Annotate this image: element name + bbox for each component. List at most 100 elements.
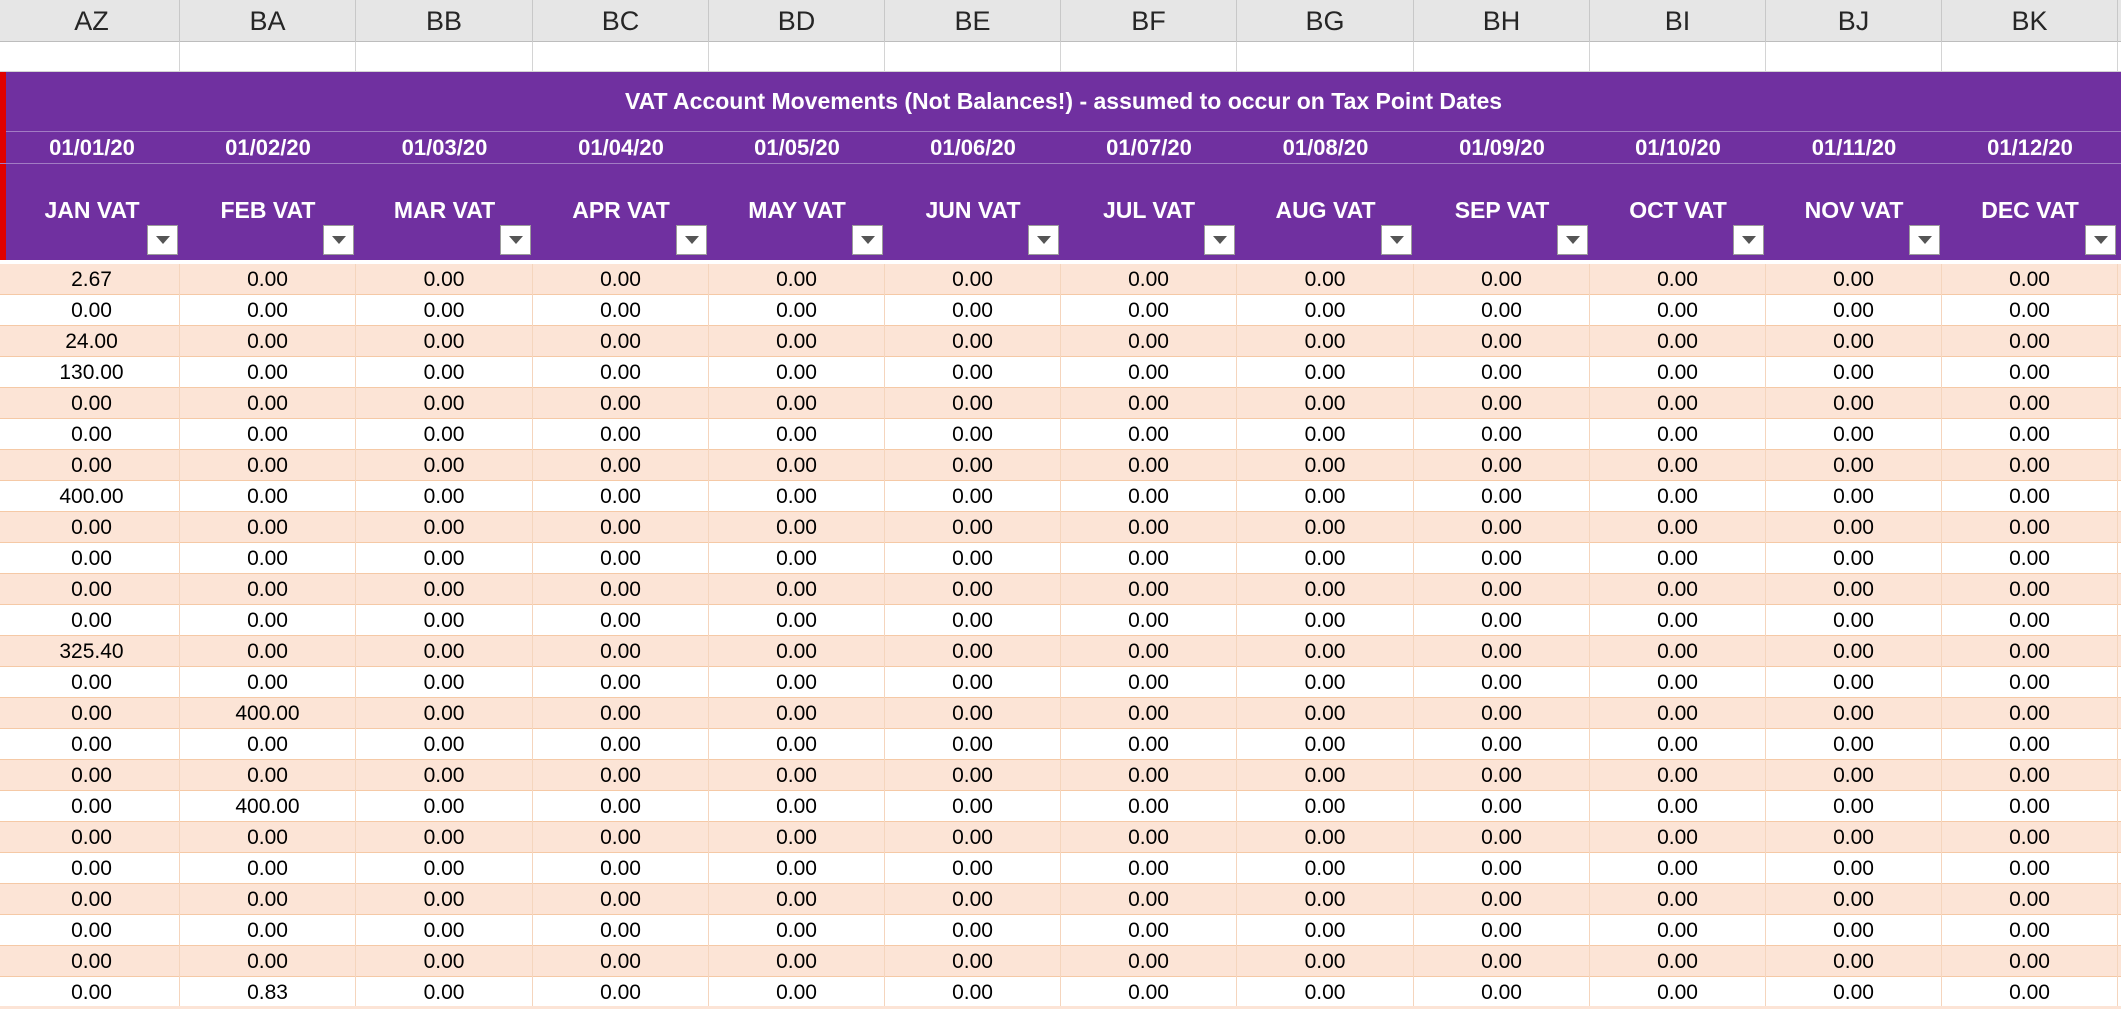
table-cell[interactable]: 0.00 — [709, 791, 885, 822]
table-cell[interactable]: 0.00 — [1414, 977, 1590, 1008]
table-cell[interactable]: 0.00 — [1590, 977, 1766, 1008]
table-cell[interactable]: 0.00 — [885, 419, 1061, 450]
table-cell[interactable]: 0.00 — [533, 512, 709, 543]
table-cell[interactable]: 0.00 — [1590, 729, 1766, 760]
blank-cell[interactable] — [1237, 42, 1414, 72]
table-cell[interactable]: 0.00 — [1766, 481, 1942, 512]
table-cell[interactable]: 24.00 — [4, 326, 180, 357]
table-cell[interactable]: 0.00 — [356, 388, 533, 419]
table-cell[interactable]: 0.00 — [356, 295, 533, 326]
table-cell[interactable]: 0.00 — [1061, 915, 1237, 946]
filter-dropdown-button[interactable] — [1028, 225, 1059, 255]
table-cell[interactable]: 0.00 — [1766, 450, 1942, 481]
table-cell[interactable]: 0.00 — [1942, 295, 2118, 326]
blank-cell[interactable] — [533, 42, 709, 72]
column-letter-bd[interactable]: BD — [709, 0, 885, 42]
table-cell[interactable]: 0.00 — [1590, 419, 1766, 450]
table-cell[interactable]: 0.00 — [1061, 667, 1237, 698]
table-cell[interactable]: 0.00 — [1237, 822, 1414, 853]
table-cell[interactable]: 0.00 — [180, 264, 356, 295]
table-cell[interactable]: 0.00 — [1590, 791, 1766, 822]
table-cell[interactable]: 0.00 — [4, 729, 180, 760]
table-cell[interactable]: 0.00 — [1590, 574, 1766, 605]
table-cell[interactable]: 400.00 — [4, 481, 180, 512]
table-cell[interactable]: 0.00 — [1942, 853, 2118, 884]
table-cell[interactable]: 0.00 — [1414, 574, 1590, 605]
table-cell[interactable]: 0.00 — [1942, 977, 2118, 1008]
table-cell[interactable]: 0.00 — [1942, 884, 2118, 915]
table-cell[interactable]: 0.00 — [1061, 853, 1237, 884]
table-cell[interactable]: 0.00 — [180, 543, 356, 574]
table-cell[interactable]: 0.00 — [4, 822, 180, 853]
table-cell[interactable]: 0.00 — [4, 698, 180, 729]
table-cell[interactable]: 0.00 — [1414, 760, 1590, 791]
table-cell[interactable]: 0.00 — [1766, 419, 1942, 450]
table-cell[interactable]: 0.00 — [4, 450, 180, 481]
table-cell[interactable]: 0.00 — [709, 419, 885, 450]
table-cell[interactable]: 0.00 — [4, 512, 180, 543]
blank-cell[interactable] — [180, 42, 356, 72]
table-cell[interactable]: 0.00 — [885, 450, 1061, 481]
table-cell[interactable]: 0.00 — [709, 760, 885, 791]
table-cell[interactable]: 0.00 — [709, 326, 885, 357]
filter-dropdown-button[interactable] — [147, 225, 178, 255]
table-cell[interactable]: 0.00 — [180, 946, 356, 977]
table-cell[interactable]: 0.00 — [1414, 884, 1590, 915]
table-cell[interactable]: 0.00 — [885, 884, 1061, 915]
table-cell[interactable]: 0.00 — [1061, 977, 1237, 1008]
table-cell[interactable]: 0.00 — [533, 264, 709, 295]
table-cell[interactable]: 0.00 — [885, 543, 1061, 574]
blank-cell[interactable] — [1414, 42, 1590, 72]
table-cell[interactable]: 0.00 — [180, 760, 356, 791]
table-cell[interactable]: 0.00 — [709, 977, 885, 1008]
table-cell[interactable]: 0.00 — [4, 574, 180, 605]
table-cell[interactable]: 0.00 — [1061, 946, 1237, 977]
column-letter-bi[interactable]: BI — [1590, 0, 1766, 42]
table-cell[interactable]: 0.00 — [1061, 543, 1237, 574]
table-cell[interactable]: 0.00 — [1237, 946, 1414, 977]
table-cell[interactable]: 0.00 — [1942, 760, 2118, 791]
table-cell[interactable]: 0.00 — [709, 543, 885, 574]
table-cell[interactable]: 0.83 — [180, 977, 356, 1008]
blank-cell[interactable] — [1061, 42, 1237, 72]
table-cell[interactable]: 0.00 — [885, 822, 1061, 853]
table-cell[interactable]: 0.00 — [356, 512, 533, 543]
table-cell[interactable]: 0.00 — [1414, 791, 1590, 822]
table-cell[interactable]: 0.00 — [1237, 853, 1414, 884]
filter-dropdown-button[interactable] — [323, 225, 354, 255]
table-cell[interactable]: 0.00 — [180, 884, 356, 915]
table-cell[interactable]: 0.00 — [1237, 543, 1414, 574]
table-cell[interactable]: 0.00 — [356, 543, 533, 574]
table-cell[interactable]: 0.00 — [1766, 729, 1942, 760]
table-cell[interactable]: 0.00 — [533, 791, 709, 822]
table-cell[interactable]: 0.00 — [1766, 698, 1942, 729]
table-cell[interactable]: 0.00 — [1766, 264, 1942, 295]
table-cell[interactable]: 0.00 — [885, 605, 1061, 636]
table-cell[interactable]: 0.00 — [533, 450, 709, 481]
table-cell[interactable]: 0.00 — [1414, 667, 1590, 698]
table-cell[interactable]: 0.00 — [1590, 853, 1766, 884]
table-cell[interactable]: 0.00 — [1766, 977, 1942, 1008]
table-cell[interactable]: 0.00 — [885, 853, 1061, 884]
table-cell[interactable]: 0.00 — [4, 667, 180, 698]
table-cell[interactable]: 0.00 — [533, 605, 709, 636]
table-cell[interactable]: 0.00 — [4, 295, 180, 326]
column-letter-ba[interactable]: BA — [180, 0, 356, 42]
filter-dropdown-button[interactable] — [852, 225, 883, 255]
table-cell[interactable]: 0.00 — [709, 636, 885, 667]
table-cell[interactable]: 0.00 — [1590, 357, 1766, 388]
table-cell[interactable]: 0.00 — [4, 853, 180, 884]
table-cell[interactable]: 0.00 — [1590, 667, 1766, 698]
table-cell[interactable]: 0.00 — [1237, 450, 1414, 481]
table-cell[interactable]: 0.00 — [1766, 822, 1942, 853]
filter-dropdown-button[interactable] — [676, 225, 707, 255]
table-cell[interactable]: 0.00 — [1590, 822, 1766, 853]
table-cell[interactable]: 0.00 — [533, 636, 709, 667]
table-cell[interactable]: 0.00 — [356, 667, 533, 698]
table-cell[interactable]: 0.00 — [1766, 884, 1942, 915]
table-cell[interactable]: 0.00 — [1414, 512, 1590, 543]
table-cell[interactable]: 0.00 — [1942, 636, 2118, 667]
table-cell[interactable]: 0.00 — [1766, 853, 1942, 884]
table-cell[interactable]: 0.00 — [1590, 264, 1766, 295]
table-cell[interactable]: 0.00 — [1414, 481, 1590, 512]
